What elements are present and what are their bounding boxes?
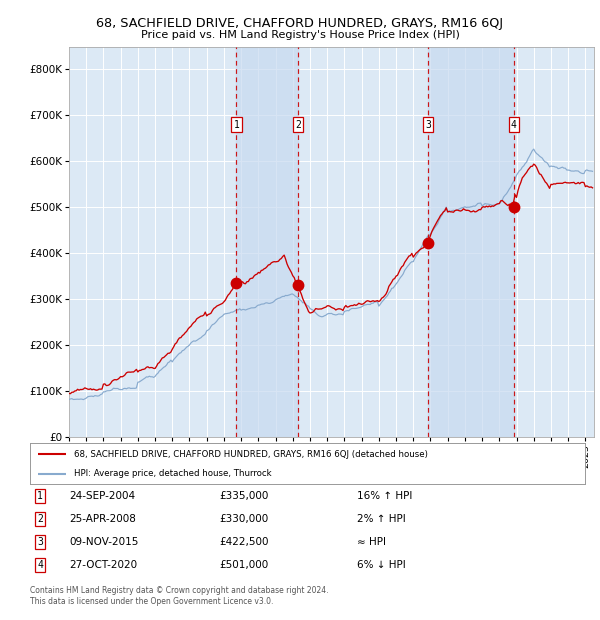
Text: 3: 3 (425, 120, 431, 130)
Text: 68, SACHFIELD DRIVE, CHAFFORD HUNDRED, GRAYS, RM16 6QJ (detached house): 68, SACHFIELD DRIVE, CHAFFORD HUNDRED, G… (74, 450, 428, 459)
Text: 09-NOV-2015: 09-NOV-2015 (69, 537, 139, 547)
Text: 24-SEP-2004: 24-SEP-2004 (69, 491, 135, 501)
Text: 1: 1 (37, 491, 43, 501)
Text: Price paid vs. HM Land Registry's House Price Index (HPI): Price paid vs. HM Land Registry's House … (140, 30, 460, 40)
Text: 2: 2 (37, 514, 43, 524)
Text: HPI: Average price, detached house, Thurrock: HPI: Average price, detached house, Thur… (74, 469, 272, 478)
Text: 16% ↑ HPI: 16% ↑ HPI (357, 491, 412, 501)
Text: £335,000: £335,000 (219, 491, 268, 501)
Text: ≈ HPI: ≈ HPI (357, 537, 386, 547)
Text: 2% ↑ HPI: 2% ↑ HPI (357, 514, 406, 524)
Text: Contains HM Land Registry data © Crown copyright and database right 2024.: Contains HM Land Registry data © Crown c… (30, 586, 329, 595)
Text: 68, SACHFIELD DRIVE, CHAFFORD HUNDRED, GRAYS, RM16 6QJ: 68, SACHFIELD DRIVE, CHAFFORD HUNDRED, G… (97, 17, 503, 30)
Text: 27-OCT-2020: 27-OCT-2020 (69, 560, 137, 570)
Text: 25-APR-2008: 25-APR-2008 (69, 514, 136, 524)
Text: 4: 4 (37, 560, 43, 570)
Bar (428, 46, 514, 437)
Text: £422,500: £422,500 (219, 537, 269, 547)
Text: This data is licensed under the Open Government Licence v3.0.: This data is licensed under the Open Gov… (30, 597, 274, 606)
Text: 2: 2 (295, 120, 301, 130)
Text: 1: 1 (233, 120, 239, 130)
Text: 6% ↓ HPI: 6% ↓ HPI (357, 560, 406, 570)
Text: 3: 3 (37, 537, 43, 547)
Text: £501,000: £501,000 (219, 560, 268, 570)
Bar (236, 46, 298, 437)
Text: £330,000: £330,000 (219, 514, 268, 524)
Text: 4: 4 (511, 120, 517, 130)
